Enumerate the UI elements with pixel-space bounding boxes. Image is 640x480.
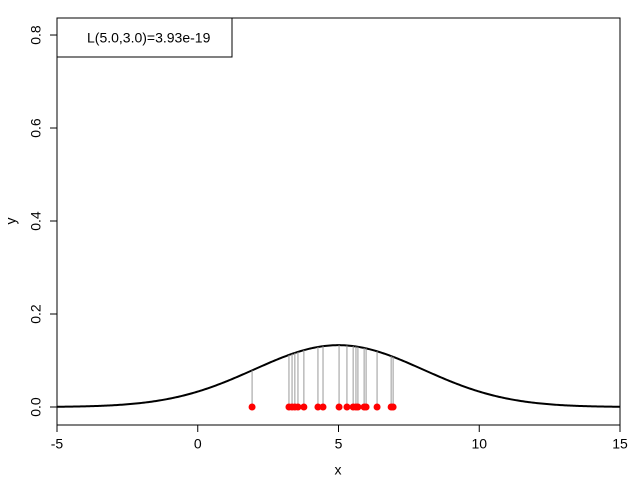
- x-tick-label: 10: [471, 436, 487, 452]
- data-point: [314, 403, 322, 411]
- x-tick-label: -5: [51, 436, 64, 452]
- legend-text: L(5.0,3.0)=3.93e-19: [87, 30, 211, 46]
- y-tick-label: 0.8: [28, 25, 44, 45]
- data-point: [335, 403, 343, 411]
- y-tick-label: 0.2: [28, 304, 44, 324]
- data-point: [319, 403, 327, 411]
- density-curve: [56, 344, 621, 408]
- data-point: [389, 403, 397, 411]
- legend-box: [56, 17, 233, 58]
- x-tick-label: 15: [612, 436, 628, 452]
- data-point: [362, 403, 370, 411]
- x-tick-label: 0: [194, 436, 202, 452]
- y-axis-label: y: [3, 218, 19, 225]
- y-tick-label: 0.4: [28, 211, 44, 231]
- data-point: [248, 403, 256, 411]
- y-tick-label: 0.0: [28, 397, 44, 417]
- x-axis-label: x: [335, 462, 342, 478]
- data-point: [343, 403, 351, 411]
- data-point: [373, 403, 381, 411]
- data-point: [354, 403, 362, 411]
- x-tick-label: 5: [335, 436, 343, 452]
- data-point: [300, 403, 308, 411]
- y-tick-label: 0.6: [28, 118, 44, 138]
- data-point: [294, 403, 302, 411]
